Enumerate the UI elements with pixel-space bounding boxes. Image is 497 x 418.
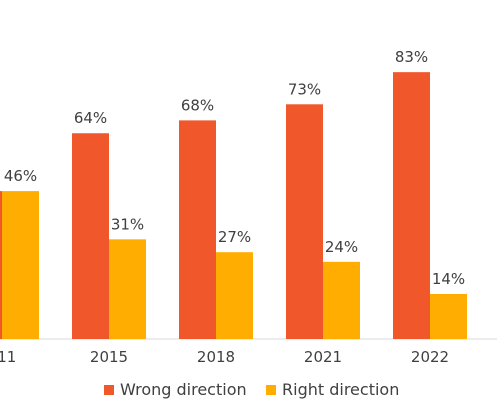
bar-wrong-direction-2018: [179, 120, 216, 339]
bar-wrong-direction-2015: [72, 133, 109, 339]
legend-item-right-direction: Right direction: [266, 380, 399, 399]
x-tick-label-2021: 2021: [304, 348, 342, 366]
x-tick-label-2015: 2015: [90, 348, 128, 366]
legend-label-right-direction: Right direction: [282, 380, 400, 399]
data-label-wrong-direction-2015: 64%: [74, 109, 107, 127]
data-label-wrong-direction-2018: 68%: [181, 96, 214, 114]
bar-wrong-direction-2021: [286, 104, 323, 340]
bar-wrong-direction-2011: [0, 191, 2, 339]
bar-right-direction-2011: [2, 191, 39, 339]
data-label-wrong-direction-2021: 73%: [288, 80, 321, 98]
legend-swatch-wrong-direction: [104, 384, 114, 395]
data-label-right-direction-2015: 31%: [111, 215, 144, 233]
bar-right-direction-2015: [109, 239, 146, 339]
data-label-right-direction-2022: 14%: [432, 270, 465, 288]
legend-item-wrong-direction: Wrong direction: [104, 380, 247, 399]
legend: Wrong direction Right direction: [0, 380, 497, 408]
data-label-right-direction-2021: 24%: [325, 238, 358, 256]
x-tick-label-2018: 2018: [197, 348, 235, 366]
bar-right-direction-2018: [216, 252, 253, 339]
data-label-right-direction-2011: 46%: [4, 167, 37, 185]
bar-right-direction-2022: [430, 293, 467, 339]
bar-wrong-direction-2022: [393, 72, 430, 339]
legend-swatch-right-direction: [266, 384, 276, 395]
legend-label-wrong-direction: Wrong direction: [120, 380, 247, 399]
data-label-wrong-direction-2022: 83%: [395, 48, 428, 66]
x-tick-label-2011: 011: [0, 348, 16, 366]
x-tick-label-2022: 2022: [411, 348, 449, 366]
bar-right-direction-2021: [323, 261, 360, 339]
data-label-right-direction-2018: 27%: [218, 228, 251, 246]
